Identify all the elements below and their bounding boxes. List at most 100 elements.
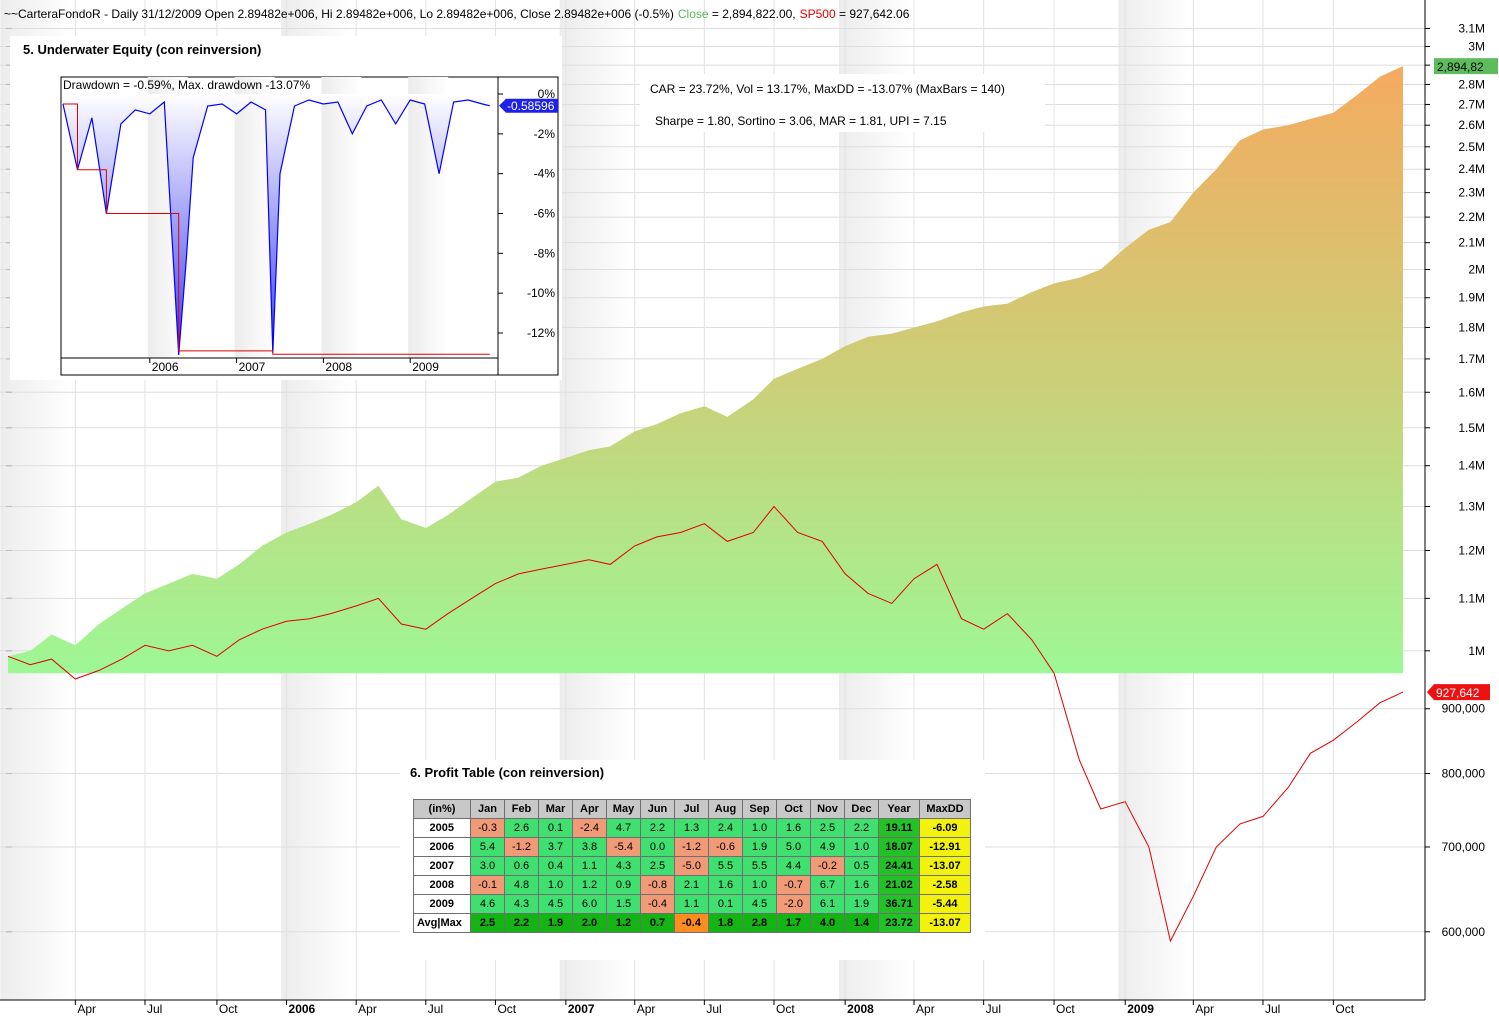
profit-row-label: 2009 (413, 894, 471, 914)
dd-y-tick-label: -4% (534, 167, 556, 181)
profit-cell: 3.7 (538, 837, 573, 857)
profit-cell: 0.0 (640, 837, 675, 857)
underwater-title: 5. Underwater Equity (con reinversion) (23, 42, 261, 57)
profit-cell: 5.4 (470, 837, 505, 857)
y-tick-label: 2M (1468, 263, 1485, 277)
profit-col-header: (in%) (413, 799, 471, 819)
profit-cell: 0.5 (844, 856, 879, 876)
profit-col-header: May (606, 799, 641, 819)
profit-col-header: Aug (708, 799, 743, 819)
profit-cell: 6.0 (572, 894, 607, 914)
profit-table: (in%) Jan Feb Mar Apr May Jun Jul Aug Sep Oct Nov De… (413, 799, 971, 933)
y-tick-label: 700,000 (1442, 840, 1486, 854)
profit-col-header: Sep (742, 799, 777, 819)
profit-cell: -2.0 (776, 894, 811, 914)
profit-cell: 5.0 (776, 837, 811, 857)
profit-cell: -1.2 (674, 837, 709, 857)
y-tick-label: 1.6M (1458, 385, 1485, 399)
stats-box (640, 74, 1045, 132)
profit-col-header: Year (878, 799, 920, 819)
profit-cell: -0.7 (776, 875, 811, 895)
profit-cell: 0.1 (538, 818, 573, 838)
profit-row: 2007 3.0 0.6 0.4 1.1 4.3 2.5 -5.0 5.5 5.5 4.4 -0.2 0… (413, 856, 971, 876)
profit-cell: -13.07 (919, 856, 971, 876)
profit-cell: 2.8 (742, 913, 777, 933)
profit-cell: 4.5 (742, 894, 777, 914)
series-close-area (8, 66, 1403, 674)
profit-cell: 36.71 (878, 894, 920, 914)
y-tick-label: 1.5M (1458, 421, 1485, 435)
profit-table-header: (in%) Jan Feb Mar Apr May Jun Jul Aug Sep Oct Nov De… (413, 799, 971, 819)
profit-cell: 0.6 (504, 856, 539, 876)
profit-cell: 1.6 (844, 875, 879, 895)
profit-cell: 3.0 (470, 856, 505, 876)
y-tick-label: 2.5M (1458, 140, 1485, 154)
drawdown-badge: -0.58596 (507, 99, 555, 113)
x-tick-label: Apr (358, 1002, 377, 1016)
x-tick-label: Oct (776, 1002, 795, 1016)
y-tick-label: 3.1M (1458, 21, 1485, 35)
dd-x-tick-label: 2009 (412, 360, 439, 374)
profit-cell: -0.2 (810, 856, 845, 876)
y-tick-label: 1.1M (1458, 591, 1485, 605)
profit-cell: 5.5 (742, 856, 777, 876)
profit-cell: 1.4 (844, 913, 879, 933)
profit-cell: 2.2 (504, 913, 539, 933)
profit-cell: -5.44 (919, 894, 971, 914)
profit-col-header: MaxDD (919, 799, 971, 819)
profit-cell: 4.6 (470, 894, 505, 914)
x-tick-label: Apr (916, 1002, 935, 1016)
x-tick-label: Apr (77, 1002, 96, 1016)
y-tick-label: 1M (1468, 644, 1485, 658)
series-sp500-line (7, 505, 1404, 943)
profit-cell: 4.4 (776, 856, 811, 876)
y-tick-label: 900,000 (1442, 702, 1486, 716)
profit-cell: -0.1 (470, 875, 505, 895)
y-tick-label: 3M (1468, 39, 1485, 53)
x-tick-label: 2008 (847, 1002, 874, 1016)
profit-row: 2006 5.4 -1.2 3.7 3.8 -5.4 0.0 -1.2 -0.6 1.9 5.0 4.… (413, 837, 971, 857)
profit-cell: -0.3 (470, 818, 505, 838)
profit-cell: -2.58 (919, 875, 971, 895)
y-tick-label: 1.4M (1458, 459, 1485, 473)
x-tick-label: Oct (1056, 1002, 1075, 1016)
profit-cell: -0.4 (640, 894, 675, 914)
profit-col-header: Feb (504, 799, 539, 819)
profit-cell: 2.4 (708, 818, 743, 838)
drawdown-badge-bg (499, 98, 558, 113)
drawdown-area (63, 94, 490, 355)
profit-row-label: 2005 (413, 818, 471, 838)
dd-y-tick-label: -10% (527, 286, 555, 300)
y-tick-label: 600,000 (1442, 925, 1486, 939)
profit-cell: 0.4 (538, 856, 573, 876)
profit-cell: 23.72 (878, 913, 920, 933)
profit-cell: 1.0 (844, 837, 879, 857)
profit-row-label: 2008 (413, 875, 471, 895)
profit-table-title: 6. Profit Table (con reinversion) (410, 765, 604, 780)
profit-cell: 4.8 (504, 875, 539, 895)
dd-y-tick-label: 0% (538, 87, 556, 101)
x-tick-label: 2007 (568, 1002, 595, 1016)
profit-cell: 1.6 (776, 818, 811, 838)
y-tick-label: 1.2M (1458, 544, 1485, 558)
profit-cell: -5.0 (674, 856, 709, 876)
x-tick-label: Oct (497, 1002, 516, 1016)
profit-cell: 1.9 (538, 913, 573, 933)
profit-cell: 2.2 (640, 818, 675, 838)
profit-cell: -0.4 (674, 913, 709, 933)
dd-y-tick-label: -2% (534, 127, 556, 141)
x-tick-label: Jul (147, 1002, 162, 1016)
underwater-equity-panel: 5. Underwater Equity (con reinversion) D… (10, 36, 562, 380)
profit-cell: 1.9 (844, 894, 879, 914)
profit-cell: 5.5 (708, 856, 743, 876)
profit-cell: -0.6 (708, 837, 743, 857)
profit-cell: 0.9 (606, 875, 641, 895)
sp500-badge: 927,642 (1436, 686, 1480, 700)
profit-cell: 4.0 (810, 913, 845, 933)
close-badge: 2,894,82 (1437, 60, 1484, 74)
profit-cell: 1.1 (572, 856, 607, 876)
profit-cell: 1.2 (606, 913, 641, 933)
profit-cell: 0.1 (708, 894, 743, 914)
profit-cell: -2.4 (572, 818, 607, 838)
